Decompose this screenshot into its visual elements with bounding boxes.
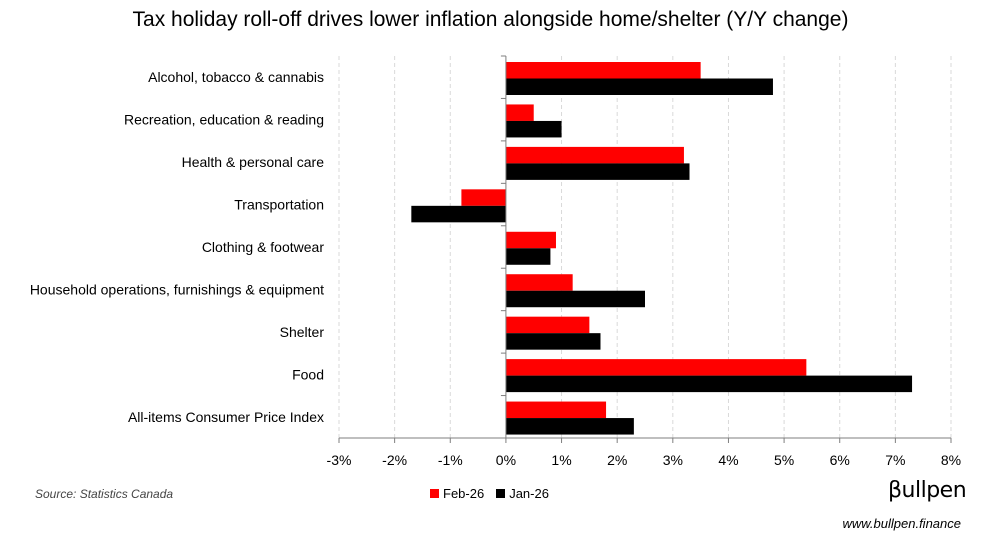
category-label: Food bbox=[292, 366, 324, 382]
bar-jan-26-6 bbox=[505, 333, 601, 350]
bar-feb-26-0 bbox=[505, 62, 701, 79]
x-tick-label: 5% bbox=[774, 452, 794, 468]
bar-feb-26-3 bbox=[461, 189, 506, 206]
category-labels: Alcohol, tobacco & cannabis Recreation, e… bbox=[30, 69, 325, 425]
bar-jan-26-3 bbox=[411, 205, 506, 223]
x-tick-label: 6% bbox=[830, 452, 850, 468]
legend-item-feb-26: Feb-26 bbox=[430, 486, 484, 501]
category-label: Health & personal care bbox=[182, 154, 325, 170]
x-tick-label: 2% bbox=[607, 452, 627, 468]
bar-jan-26-0 bbox=[505, 78, 773, 95]
bar-jan-26-4 bbox=[505, 248, 551, 265]
x-tick-label: -1% bbox=[438, 452, 463, 468]
legend-swatch-feb-26 bbox=[430, 489, 439, 498]
category-label: Clothing & footwear bbox=[202, 239, 325, 255]
axes: -3% -2% -1% 0% 1% 2% 3% 4% 5% 6% 7% 8% bbox=[327, 55, 961, 468]
x-tick-label: 0% bbox=[496, 452, 516, 468]
legend-swatch-jan-26 bbox=[496, 489, 506, 498]
x-tick-label: 1% bbox=[551, 452, 571, 468]
category-label: Transportation bbox=[234, 197, 324, 213]
bar-feb-26-2 bbox=[505, 146, 684, 164]
bar-feb-26-1 bbox=[505, 104, 534, 121]
x-tick-label: 7% bbox=[885, 452, 905, 468]
bar-jan-26-8 bbox=[505, 418, 634, 435]
legend-label-feb-26: Feb-26 bbox=[443, 486, 485, 501]
x-tick-label: 3% bbox=[663, 452, 683, 468]
bar-jan-26-7 bbox=[505, 375, 913, 393]
bars bbox=[411, 62, 913, 435]
bar-feb-26-4 bbox=[505, 231, 556, 249]
x-tick-label: 4% bbox=[718, 452, 738, 468]
category-label: Recreation, education & reading bbox=[124, 112, 324, 128]
chart-title: Tax holiday roll-off drives lower inflat… bbox=[132, 8, 849, 31]
bar-jan-26-5 bbox=[505, 290, 645, 308]
source-note: Source: Statistics Canada bbox=[35, 487, 174, 501]
brand-logo: βullpen bbox=[888, 478, 967, 503]
bar-feb-26-6 bbox=[505, 316, 590, 334]
category-label: Shelter bbox=[280, 324, 325, 340]
bar-feb-26-7 bbox=[505, 359, 807, 376]
x-tick-label: -3% bbox=[327, 452, 352, 468]
x-tick-label: -2% bbox=[382, 452, 407, 468]
bar-jan-26-2 bbox=[505, 163, 690, 180]
brand-url: www.bullpen.finance bbox=[842, 516, 961, 531]
bar-jan-26-1 bbox=[505, 120, 562, 138]
category-label: All-items Consumer Price Index bbox=[128, 409, 324, 425]
bar-feb-26-8 bbox=[505, 401, 607, 419]
category-label: Alcohol, tobacco & cannabis bbox=[148, 69, 324, 85]
bar-feb-26-5 bbox=[505, 274, 573, 291]
legend-item-jan-26: Jan-26 bbox=[496, 486, 549, 501]
legend: Feb-26 Jan-26 bbox=[430, 486, 561, 501]
legend-label-jan-26: Jan-26 bbox=[509, 486, 549, 501]
x-tick-label: 8% bbox=[941, 452, 961, 468]
category-label: Household operations, furnishings & equi… bbox=[30, 281, 324, 297]
